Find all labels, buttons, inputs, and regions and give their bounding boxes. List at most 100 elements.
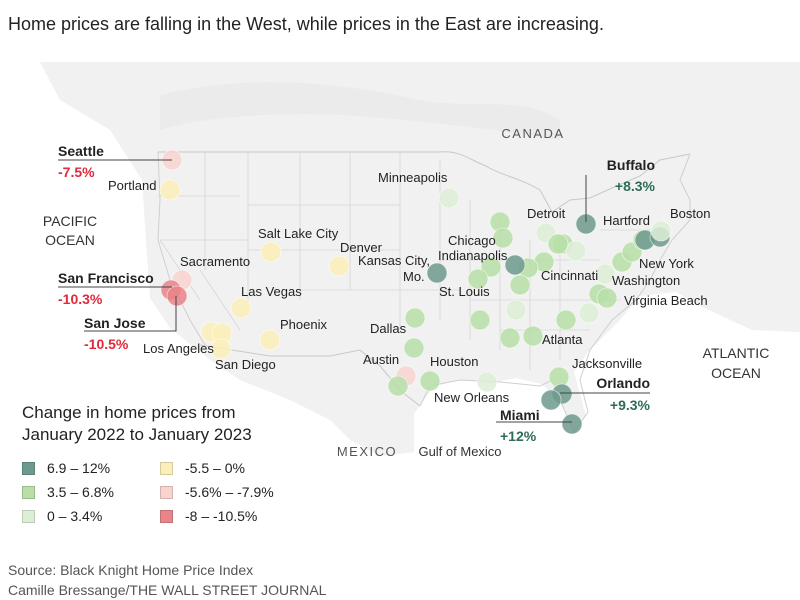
legend-swatch <box>160 509 173 523</box>
miami-change: +12% <box>500 428 537 444</box>
bubble-indianapolis <box>480 256 502 278</box>
label-san-diego: San Diego <box>215 357 276 372</box>
legend-item-c5: -5.6% – -7.9% <box>160 482 274 502</box>
city-bubbles <box>159 149 672 435</box>
bubble-houston <box>419 370 441 392</box>
bubble-raleigh <box>578 302 600 324</box>
bubble-st-louis <box>467 268 489 290</box>
bubble-tampa <box>540 389 562 411</box>
miami-name: Miami <box>500 407 540 423</box>
legend-item-c1: 6.9 – 12% <box>22 458 110 478</box>
bubble-oklahoma-city <box>403 337 425 359</box>
bubble-chicago <box>492 227 514 249</box>
label-austin: Austin <box>363 352 399 367</box>
us-canada-border <box>158 151 691 213</box>
orlando-change: +9.3% <box>610 397 651 413</box>
seattle-name: Seattle <box>58 143 104 159</box>
mexico-label: MEXICO <box>337 444 397 459</box>
atlantic-label-line1: ATLANTIC <box>703 345 770 361</box>
bubble-san-diego <box>210 338 232 360</box>
legend-label: -5.5 – 0% <box>185 460 245 476</box>
label-minneapolis: Minneapolis <box>378 170 448 185</box>
label-hartford: Hartford <box>603 213 650 228</box>
legend-label: 6.9 – 12% <box>47 460 111 476</box>
bubble-nashville <box>505 299 527 321</box>
bubble-charlotte <box>555 309 577 331</box>
label-st-louis: St. Louis <box>439 284 490 299</box>
label-dallas: Dallas <box>370 321 407 336</box>
pacific-label-line2: OCEAN <box>45 232 95 248</box>
legend-swatch <box>22 461 35 475</box>
label-phoenix: Phoenix <box>280 317 327 332</box>
label-virginia-beach: Virginia Beach <box>624 293 708 308</box>
bubble-dallas <box>404 307 426 329</box>
label-kansas-city-line1: Kansas City, <box>358 253 430 268</box>
san-jose-change: -10.5% <box>84 336 129 352</box>
bubble-louisville <box>509 274 531 296</box>
label-washington: Washington <box>612 273 680 288</box>
label-salt-lake-city: Salt Lake City <box>258 226 339 241</box>
us-coastline <box>157 151 691 434</box>
gulf-label: Gulf of Mexico <box>418 444 501 459</box>
terrain-shading <box>160 82 560 140</box>
legend-label: -5.6% – -7.9% <box>185 484 274 500</box>
bubble-washington <box>594 263 616 285</box>
city-labels: Portland Sacramento Salt Lake City Denve… <box>108 170 710 405</box>
bubble-dayton <box>504 254 526 276</box>
legend-title-line1: Change in home prices from <box>22 403 236 422</box>
legend-swatch <box>160 485 173 499</box>
credit-text: Camille Bressange/THE WALL STREET JOURNA… <box>8 582 327 598</box>
legend-item-c4: -5.5 – 0% <box>160 458 245 478</box>
label-denver: Denver <box>340 240 383 255</box>
bubble-salt-lake-city <box>260 241 282 263</box>
pacific-label-line1: PACIFIC <box>43 213 97 229</box>
source-text: Source: Black Knight Home Price Index <box>8 562 254 578</box>
legend-swatch <box>160 461 173 475</box>
label-jacksonville: Jacksonville <box>572 356 642 371</box>
bubble-virginia-beach <box>596 287 618 309</box>
label-new-orleans: New Orleans <box>434 390 510 405</box>
bubble-memphis <box>469 309 491 331</box>
us-map: CANADA MEXICO PACIFIC OCEAN ATLANTIC OCE… <box>40 62 800 459</box>
canada-label: CANADA <box>501 126 564 141</box>
san-francisco-change: -10.3% <box>58 291 103 307</box>
label-houston: Houston <box>430 354 478 369</box>
north-america-land <box>40 62 800 456</box>
legend-label: 0 – 3.4% <box>47 508 103 524</box>
bubble-portland <box>159 179 181 201</box>
bubble-kansas-city <box>426 262 448 284</box>
label-las-vegas: Las Vegas <box>241 284 302 299</box>
bubble-rochester <box>547 233 569 255</box>
bubble-atlanta <box>522 325 544 347</box>
bubble-san-antonio <box>387 375 409 397</box>
label-indianapolis: Indianapolis <box>438 248 508 263</box>
label-kansas-city-line2: Mo. <box>403 269 425 284</box>
legend-item-c6: -8 – -10.5% <box>160 506 257 526</box>
footer: Source: Black Knight Home Price Index Ca… <box>8 560 326 600</box>
bubble-san-jose <box>166 285 188 307</box>
san-francisco-name: San Francisco <box>58 270 154 286</box>
label-cincinnati: Cincinnati <box>541 268 598 283</box>
bubble-new-orleans <box>476 371 498 393</box>
label-sacramento: Sacramento <box>180 254 250 269</box>
legend-title: Change in home prices from January 2022 … <box>22 402 252 446</box>
legend-swatch <box>22 485 35 499</box>
legend-label: 3.5 – 6.8% <box>47 484 114 500</box>
label-new-york: New York <box>639 256 694 271</box>
label-boston: Boston <box>670 206 710 221</box>
atlantic-label-line2: OCEAN <box>711 365 761 381</box>
buffalo-change: +8.3% <box>615 178 656 194</box>
legend-title-line2: January 2022 to January 2023 <box>22 425 252 444</box>
legend-label: -8 – -10.5% <box>185 508 258 524</box>
legend-item-c2: 3.5 – 6.8% <box>22 482 114 502</box>
san-jose-name: San Jose <box>84 315 146 331</box>
label-portland: Portland <box>108 178 156 193</box>
bubble-las-vegas <box>230 297 252 319</box>
bubble-pittsburgh <box>565 240 587 262</box>
bubble-phoenix <box>259 329 281 351</box>
label-detroit: Detroit <box>527 206 566 221</box>
orlando-name: Orlando <box>596 375 650 391</box>
bubble-denver <box>328 255 350 277</box>
leader-lines <box>58 159 650 423</box>
label-atlanta: Atlanta <box>542 332 583 347</box>
